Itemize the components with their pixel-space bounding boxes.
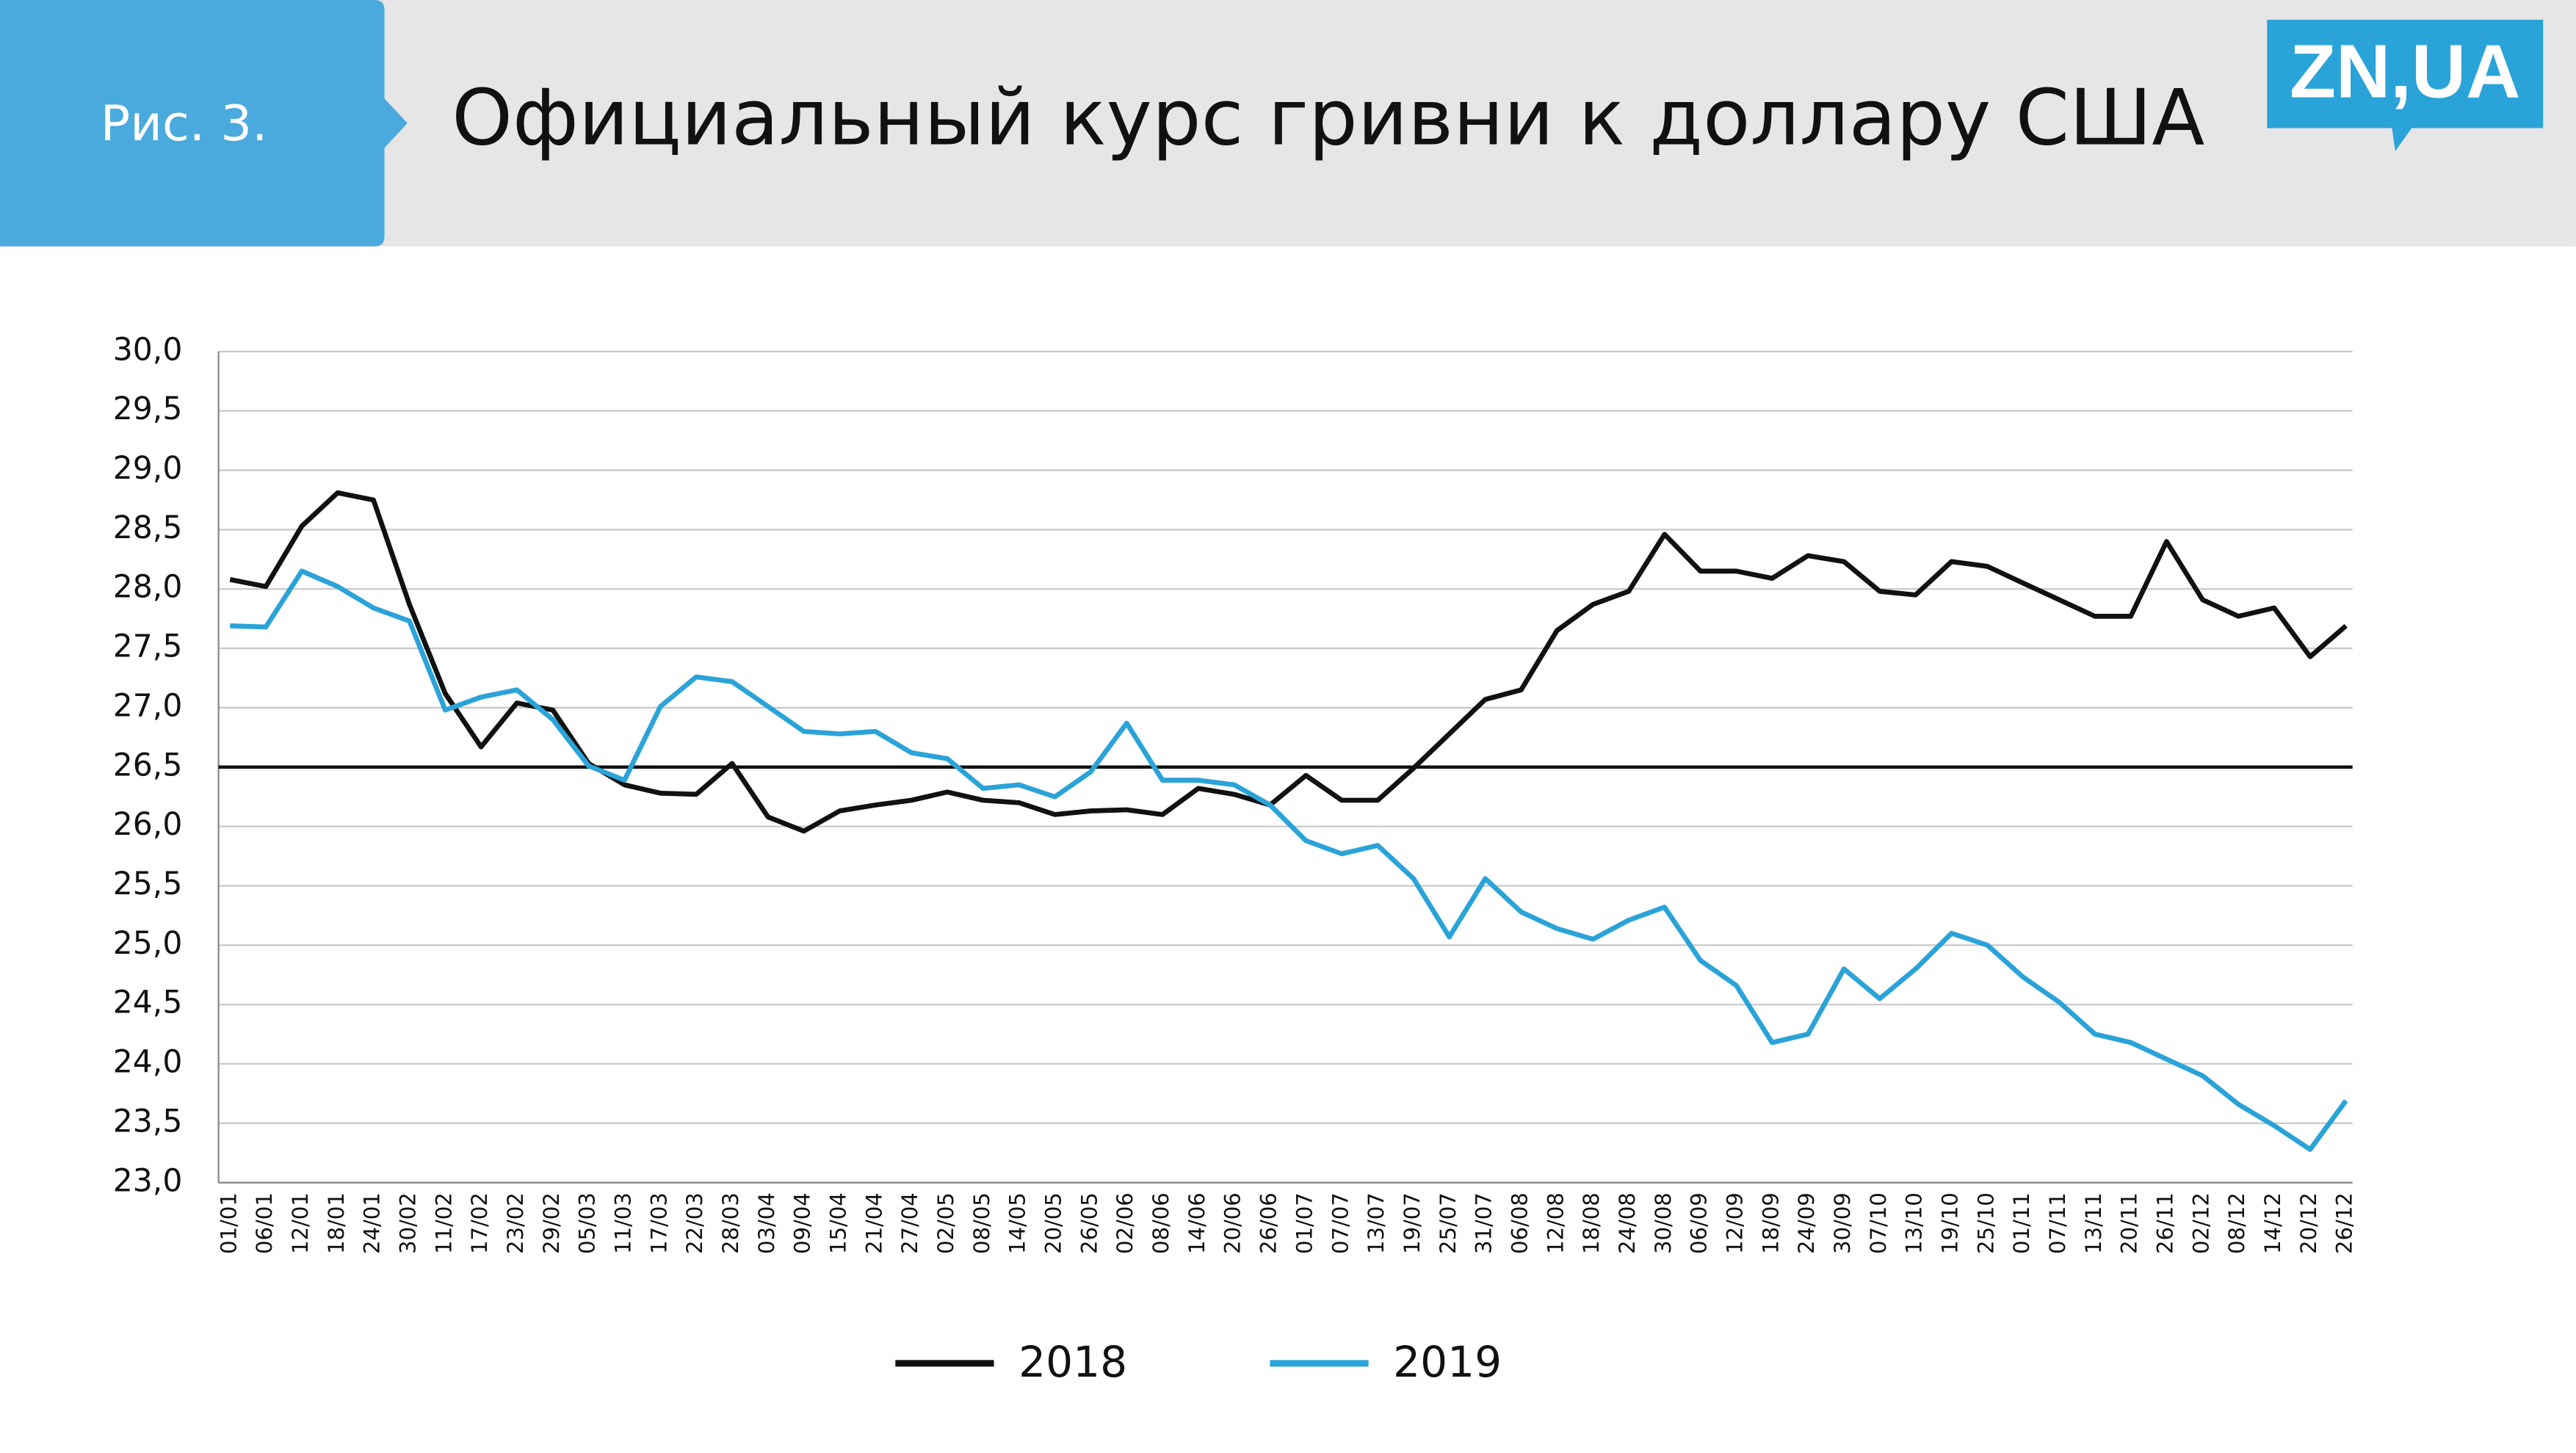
x-tick-label: 20/05 — [1041, 1192, 1066, 1254]
x-tick-label: 25/07 — [1436, 1192, 1461, 1254]
x-tick-label: 01/01 — [216, 1192, 241, 1254]
series-line — [230, 568, 2348, 1152]
y-tick-label: 27,5 — [113, 629, 183, 665]
x-tick-label: 26/12 — [2332, 1192, 2357, 1254]
x-tick-label: 18/01 — [324, 1192, 349, 1254]
legend-label: 2019 — [1393, 1337, 1502, 1387]
x-tick-label: 13/07 — [1364, 1192, 1389, 1254]
x-tick-label: 07/10 — [1866, 1192, 1891, 1254]
x-tick-label: 17/03 — [646, 1192, 671, 1254]
x-tick-label: 05/03 — [575, 1192, 600, 1254]
y-tick-label: 27,0 — [113, 688, 183, 724]
y-tick-label: 28,5 — [113, 510, 183, 546]
x-tick-label: 30/02 — [395, 1192, 420, 1254]
x-tick-label: 21/04 — [861, 1192, 886, 1254]
x-tick-label: 20/12 — [2296, 1192, 2321, 1254]
x-tick-label: 11/03 — [610, 1192, 635, 1254]
x-tick-label: 24/09 — [1794, 1192, 1819, 1254]
x-tick-label: 06/09 — [1687, 1192, 1712, 1254]
y-tick-label: 26,0 — [113, 807, 183, 843]
x-tick-label: 01/11 — [2009, 1192, 2034, 1254]
logo: ZN,UA — [2290, 29, 2520, 113]
x-tick-label: 12/09 — [1722, 1192, 1747, 1254]
x-tick-label: 14/12 — [2260, 1192, 2285, 1254]
x-tick-label: 13/11 — [2081, 1192, 2106, 1254]
x-tick-label: 03/04 — [754, 1192, 779, 1254]
x-tick-label: 29/02 — [539, 1192, 564, 1254]
x-tick-label: 08/06 — [1148, 1192, 1173, 1254]
x-tick-label: 27/04 — [897, 1192, 922, 1254]
x-tick-label: 22/03 — [682, 1192, 707, 1254]
x-tick-label: 26/05 — [1077, 1192, 1101, 1254]
x-tick-label: 06/01 — [252, 1192, 277, 1254]
y-tick-label: 29,5 — [113, 391, 183, 427]
figure-label: Рис. 3. — [101, 95, 268, 152]
x-tick-label: 12/08 — [1543, 1192, 1568, 1254]
x-tick-label: 06/08 — [1507, 1192, 1532, 1254]
x-tick-label: 08/12 — [2224, 1192, 2249, 1254]
legend-label: 2018 — [1019, 1337, 1127, 1387]
x-tick-label: 17/02 — [467, 1192, 492, 1254]
x-tick-label: 14/06 — [1184, 1192, 1209, 1254]
x-tick-label: 02/06 — [1112, 1192, 1137, 1254]
y-tick-label: 24,5 — [113, 985, 183, 1021]
x-tick-label: 28/03 — [718, 1192, 743, 1254]
header-band — [0, 0, 2576, 247]
x-tick-label: 12/01 — [288, 1192, 313, 1254]
x-tick-label: 31/07 — [1472, 1192, 1497, 1254]
x-tick-label: 14/05 — [1005, 1192, 1030, 1254]
x-tick-label: 13/10 — [1902, 1192, 1927, 1254]
x-tick-label: 30/09 — [1830, 1192, 1855, 1254]
x-tick-label: 23/02 — [503, 1192, 528, 1254]
x-tick-label: 20/06 — [1220, 1192, 1245, 1254]
x-tick-label: 19/07 — [1400, 1192, 1425, 1254]
y-tick-label: 24,0 — [113, 1045, 183, 1081]
x-tick-label: 24/08 — [1615, 1192, 1640, 1254]
x-tick-label: 09/04 — [790, 1192, 815, 1254]
x-tick-label: 02/05 — [933, 1192, 958, 1254]
x-tick-label: 08/05 — [969, 1192, 994, 1254]
x-tick-label: 26/11 — [2153, 1192, 2178, 1254]
y-tick-label: 25,5 — [113, 866, 183, 902]
x-tick-label: 26/06 — [1256, 1192, 1281, 1254]
x-tick-label: 07/11 — [2045, 1192, 2070, 1254]
y-tick-label: 25,0 — [113, 926, 183, 962]
x-tick-label: 15/04 — [826, 1192, 851, 1254]
x-tick-label: 18/08 — [1579, 1192, 1604, 1254]
x-tick-label: 11/02 — [431, 1192, 456, 1254]
y-tick-label: 28,0 — [113, 570, 183, 606]
x-tick-label: 18/09 — [1758, 1192, 1783, 1254]
chart-title: Официальный курс гривни к доллару США — [452, 73, 2204, 163]
x-tick-label: 02/12 — [2188, 1192, 2213, 1254]
y-tick-label: 30,0 — [113, 332, 183, 368]
y-tick-label: 23,0 — [113, 1163, 183, 1199]
series-line — [229, 490, 2348, 834]
x-tick-label: 19/10 — [1938, 1192, 1963, 1254]
y-tick-label: 23,5 — [113, 1104, 183, 1139]
y-tick-label: 29,0 — [113, 451, 183, 487]
x-tick-label: 30/08 — [1651, 1192, 1676, 1254]
x-tick-label: 01/07 — [1292, 1192, 1317, 1254]
y-tick-label: 26,5 — [113, 747, 183, 783]
x-tick-label: 24/01 — [360, 1192, 385, 1254]
figure-badge — [0, 0, 408, 247]
logo-box — [2267, 19, 2544, 151]
x-tick-label: 25/10 — [1973, 1192, 1998, 1254]
x-tick-label: 20/11 — [2117, 1192, 2142, 1254]
x-tick-label: 07/07 — [1328, 1192, 1353, 1254]
